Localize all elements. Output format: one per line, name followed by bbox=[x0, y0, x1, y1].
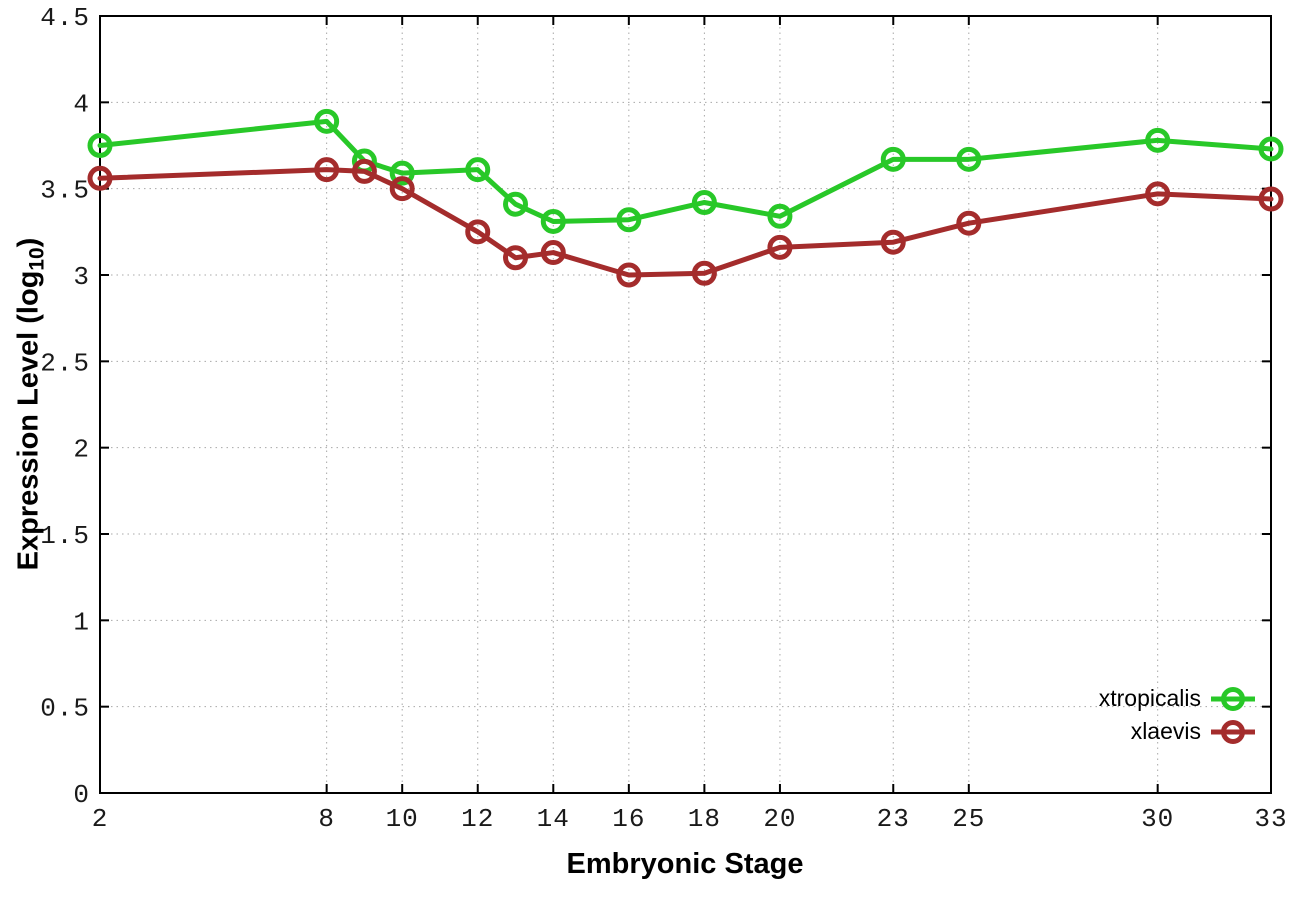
xtropicalis-marker bbox=[616, 207, 642, 233]
xlaevis-marker bbox=[691, 260, 717, 286]
x-tick-label: 12 bbox=[461, 804, 494, 834]
x-axis-title: Embryonic Stage bbox=[566, 848, 804, 880]
x-tick-labels: 2 8 10 12 14 16 18 20 23 25 30 33 bbox=[92, 804, 1287, 834]
y-tick-label: 0 bbox=[73, 780, 90, 810]
xtropicalis-marker bbox=[87, 133, 113, 158]
x-tick-label: 2 bbox=[92, 804, 109, 834]
y-tick-label: 3 bbox=[73, 262, 90, 292]
xlaevis-marker bbox=[880, 229, 906, 255]
legend: xtropicalis xlaevis bbox=[1099, 684, 1255, 746]
y-tick-label: 2.5 bbox=[40, 348, 90, 378]
y-tick-label: 4.5 bbox=[40, 3, 90, 33]
x-tick-label: 33 bbox=[1254, 804, 1287, 834]
xtropicalis-marker bbox=[465, 157, 491, 183]
xtropicalis-line-marker-icon bbox=[1211, 686, 1255, 711]
xlaevis-marker bbox=[767, 234, 793, 260]
xtropicalis-marker bbox=[1145, 127, 1171, 153]
x-tick-label: 20 bbox=[763, 804, 796, 834]
xlaevis-marker bbox=[87, 165, 113, 191]
xlaevis-marker bbox=[540, 240, 566, 266]
y-tick-label: 2 bbox=[73, 435, 90, 465]
xtropicalis-marker bbox=[540, 208, 566, 234]
legend-label-xtropicalis: xtropicalis bbox=[1098, 685, 1201, 711]
xlaevis-line bbox=[97, 167, 1274, 278]
axis-ticks bbox=[99, 15, 1272, 794]
xlaevis-marker bbox=[314, 157, 340, 183]
legend-label-xlaevis: xlaevis bbox=[1130, 718, 1201, 744]
xtropicalis-marker bbox=[767, 203, 793, 229]
xtropicalis-marker bbox=[314, 108, 340, 134]
x-tick-label: 16 bbox=[612, 804, 645, 834]
xlaevis-marker bbox=[1258, 186, 1284, 212]
xlaevis-marker bbox=[616, 262, 642, 288]
xlaevis-marker bbox=[389, 176, 415, 202]
xtropicalis-marker bbox=[1258, 136, 1284, 162]
plot-border bbox=[99, 15, 1272, 794]
legend-item-xlaevis: xlaevis bbox=[1131, 717, 1255, 746]
xlaevis-marker bbox=[465, 219, 491, 245]
x-tick-label: 10 bbox=[386, 804, 419, 834]
xtropicalis-marker bbox=[389, 160, 415, 186]
xlaevis-marker bbox=[1145, 181, 1171, 207]
grid bbox=[99, 15, 1272, 794]
y-tick-label: 4 bbox=[73, 89, 90, 119]
xtropicalis-marker bbox=[880, 146, 906, 172]
xtropicalis-marker bbox=[503, 191, 529, 217]
xlaevis-marker bbox=[503, 245, 529, 271]
legend-item-xtropicalis: xtropicalis bbox=[1099, 684, 1255, 713]
x-tick-label: 23 bbox=[877, 804, 910, 834]
x-tick-label: 18 bbox=[688, 804, 721, 834]
x-tick-label: 14 bbox=[537, 804, 570, 834]
y-axis-title-text: Expression Level (log bbox=[12, 270, 45, 571]
xtropicalis-marker bbox=[691, 189, 717, 215]
series-xlaevis bbox=[87, 157, 1284, 288]
x-tick-label: 25 bbox=[952, 804, 985, 834]
y-tick-label: 0.5 bbox=[40, 694, 90, 724]
y-tick-label: 3.5 bbox=[40, 176, 90, 206]
xtropicalis-marker bbox=[956, 146, 982, 172]
y-tick-label: 1 bbox=[73, 607, 90, 637]
xlaevis-marker bbox=[351, 158, 377, 184]
y-axis-title: Expression Level (log10) bbox=[13, 238, 50, 571]
x-tick-label: 8 bbox=[318, 804, 335, 834]
y-axis-title-suffix: ) bbox=[12, 237, 45, 248]
xlaevis-line-marker-icon bbox=[1211, 719, 1255, 744]
y-tick-label: 1.5 bbox=[40, 521, 90, 551]
y-axis-title-subscript: 10 bbox=[25, 247, 49, 271]
y-tick-labels: 0 0.5 1 1.5 2 2.5 3 3.5 4 4.5 bbox=[40, 3, 90, 810]
x-tick-label: 30 bbox=[1141, 804, 1174, 834]
xlaevis-marker bbox=[956, 210, 982, 236]
